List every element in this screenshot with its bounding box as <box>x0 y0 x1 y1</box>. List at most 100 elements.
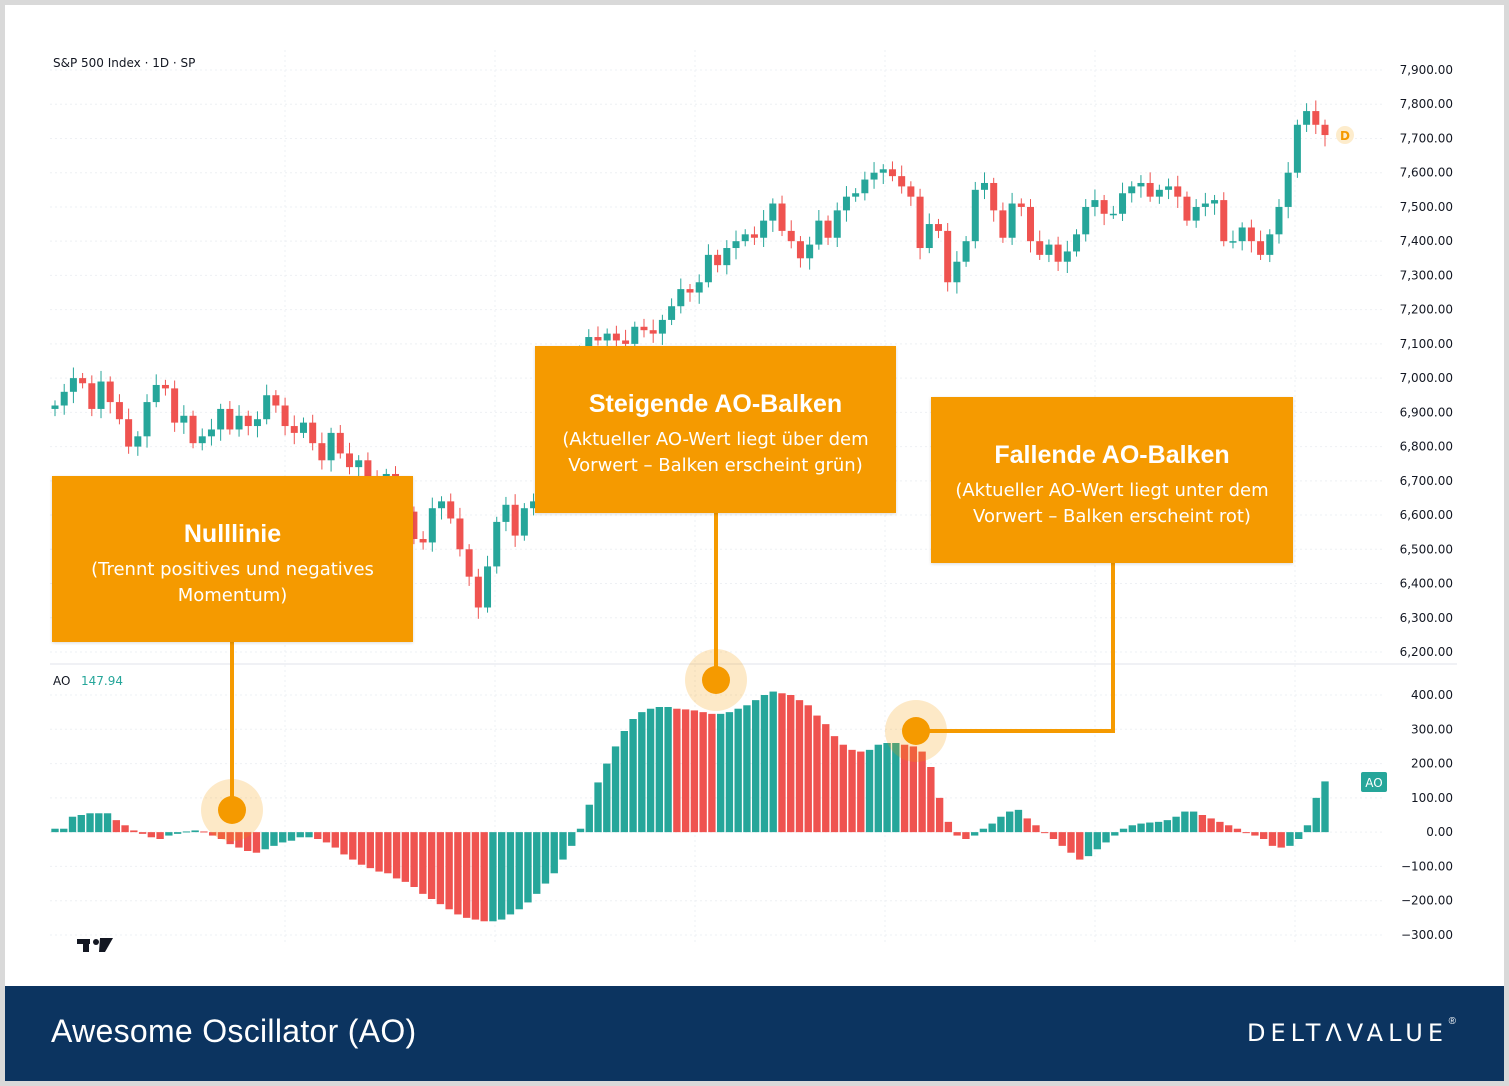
footer-title: Awesome Oscillator (AO) <box>51 1013 417 1049</box>
price-tick-label: 7,200.00 <box>1400 303 1453 317</box>
candle-body <box>1017 203 1025 207</box>
candle-body <box>235 415 243 430</box>
ao-bar <box>927 767 935 833</box>
ao-bar <box>1233 828 1242 833</box>
ao-bar <box>1041 832 1049 834</box>
ao-bar <box>822 724 830 833</box>
ao-bar <box>1023 818 1031 833</box>
candle-body <box>1183 196 1191 221</box>
ao-bar <box>681 709 690 833</box>
candle-body <box>244 415 252 427</box>
ao-badge: AO <box>1365 776 1382 790</box>
candle-body <box>631 326 639 344</box>
ao-bar <box>568 832 576 846</box>
candle-body <box>898 176 906 187</box>
candle-body <box>907 186 915 197</box>
ao-bar <box>1268 832 1277 846</box>
ao-bar <box>86 813 94 833</box>
candle-body <box>815 220 823 245</box>
candle-body <box>1229 241 1237 243</box>
ao-bar <box>655 707 664 833</box>
candle-body <box>1054 244 1062 262</box>
ao-bar <box>357 832 366 865</box>
ao-bar <box>813 715 821 833</box>
ao-bar <box>1006 811 1014 833</box>
candle-body <box>833 210 841 238</box>
candle-body <box>1257 241 1265 255</box>
tradingview-logo <box>77 938 113 952</box>
ao-bar <box>1111 832 1119 836</box>
ao-bar <box>1154 821 1163 833</box>
brand-registered-mark: ® <box>1448 1016 1456 1027</box>
ao-bar <box>1286 832 1294 846</box>
candle-body <box>612 333 620 341</box>
candle-body <box>272 395 280 406</box>
ao-bar <box>200 831 208 833</box>
candle-body <box>1045 244 1053 255</box>
ao-bar <box>279 832 287 843</box>
ao-bar <box>795 700 804 833</box>
price-tick-label: 7,900.00 <box>1400 63 1453 77</box>
price-tick-label: 6,700.00 <box>1400 474 1453 488</box>
ao-bar <box>1207 818 1215 833</box>
footer-bar: Awesome Oscillator (AO) DELTΛVALUE ® <box>5 986 1504 1081</box>
candle-body <box>1073 234 1081 252</box>
candle-body <box>944 230 952 283</box>
falling-connector <box>929 563 1115 733</box>
candle-body <box>806 244 814 259</box>
ao-axis: 400.00 300.00 200.00 100.00 0.00 −100.00 −200.… <box>50 688 1453 942</box>
ao-bar <box>533 832 541 894</box>
falling-callout-title: Fallende AO-Balken <box>994 441 1230 469</box>
candle-body <box>999 210 1007 238</box>
price-tick-label: 7,500.00 <box>1400 200 1453 214</box>
zero-line-callout: Nulllinie (Trennt positives und negative… <box>52 476 413 642</box>
candle-body <box>778 203 786 231</box>
ao-bar <box>1216 821 1224 833</box>
ao-bar <box>498 832 506 920</box>
ao-bar <box>340 832 348 855</box>
ao-bar <box>1137 823 1145 833</box>
candle-body <box>658 319 666 334</box>
ao-bar <box>1189 811 1198 833</box>
ao-bar <box>252 832 261 853</box>
candle-body <box>852 193 860 197</box>
ao-bar <box>585 804 593 833</box>
candle-body <box>465 549 473 577</box>
ao-bar <box>375 832 383 872</box>
ao-bar <box>997 816 1005 833</box>
rising-callout-title: Steigende AO-Balken <box>588 390 843 418</box>
ao-bar <box>865 749 874 833</box>
ao-bar <box>1321 781 1329 833</box>
ao-bar <box>752 700 760 833</box>
price-tick-label: 6,200.00 <box>1400 645 1453 659</box>
candle-body <box>1100 200 1108 214</box>
ao-bar <box>95 813 103 833</box>
candle-body <box>971 189 979 242</box>
candle-body <box>474 576 482 608</box>
candle-body <box>1284 172 1292 207</box>
ao-tick-label: 300.00 <box>1411 722 1453 736</box>
ao-legend-label: AO <box>53 674 70 688</box>
candle-body <box>1155 189 1163 197</box>
ao-bar <box>261 832 269 850</box>
ao-bar <box>1032 825 1040 833</box>
ao-bar <box>909 746 918 833</box>
ao-tick-label: 0.00 <box>1426 825 1453 839</box>
candle-body <box>318 443 326 461</box>
candle-body <box>760 220 768 238</box>
ao-bar <box>1251 832 1259 836</box>
candle-body <box>281 405 289 427</box>
ao-bar <box>305 832 313 838</box>
ao-bar <box>629 719 637 833</box>
ao-bar <box>760 695 769 833</box>
ao-bar <box>935 797 944 833</box>
ao-bar <box>147 832 156 838</box>
ao-histogram <box>51 691 1329 922</box>
price-tick-label: 7,300.00 <box>1400 268 1453 282</box>
candle-body <box>428 508 436 543</box>
candle-body <box>668 306 676 320</box>
candle-body <box>1192 206 1200 221</box>
candle-body <box>750 234 758 238</box>
ao-bar <box>769 691 777 833</box>
candle-body <box>1091 200 1099 207</box>
